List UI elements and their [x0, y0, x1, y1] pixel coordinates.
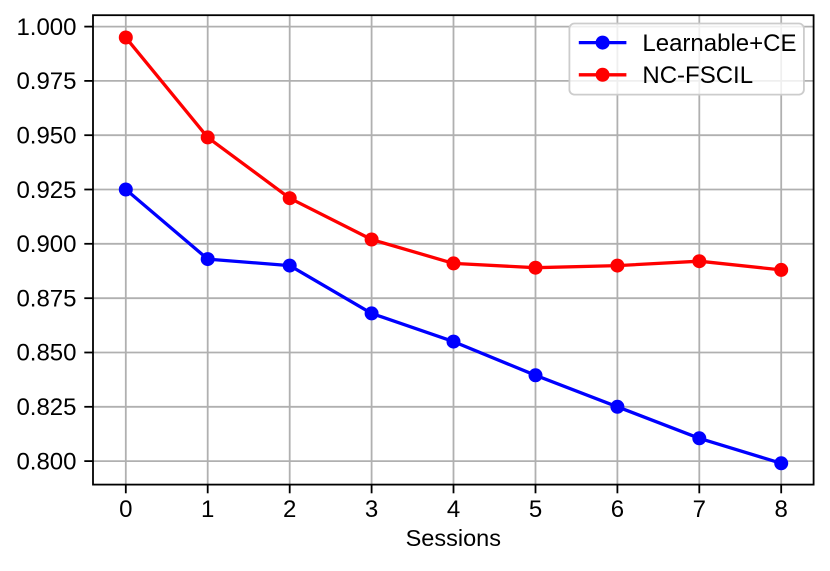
svg-text:0.925: 0.925 — [16, 177, 76, 204]
svg-text:5: 5 — [529, 496, 542, 523]
svg-text:1: 1 — [201, 496, 214, 523]
svg-text:4: 4 — [447, 496, 460, 523]
svg-text:6: 6 — [611, 496, 624, 523]
svg-text:8: 8 — [775, 496, 788, 523]
svg-text:0.875: 0.875 — [16, 285, 76, 312]
svg-text:2: 2 — [283, 496, 296, 523]
svg-text:0.825: 0.825 — [16, 394, 76, 421]
svg-text:Learnable+CE: Learnable+CE — [642, 30, 796, 57]
svg-text:0.900: 0.900 — [16, 231, 76, 258]
svg-text:3: 3 — [365, 496, 378, 523]
svg-text:7: 7 — [693, 496, 706, 523]
svg-text:NC-FSCIL: NC-FSCIL — [642, 62, 753, 89]
svg-text:0: 0 — [119, 496, 132, 523]
svg-text:0.800: 0.800 — [16, 448, 76, 475]
svg-text:0.975: 0.975 — [16, 68, 76, 95]
svg-text:1.000: 1.000 — [16, 14, 76, 41]
svg-text:Sessions: Sessions — [406, 525, 501, 551]
svg-text:0.850: 0.850 — [16, 340, 76, 367]
svg-text:0.950: 0.950 — [16, 123, 76, 150]
